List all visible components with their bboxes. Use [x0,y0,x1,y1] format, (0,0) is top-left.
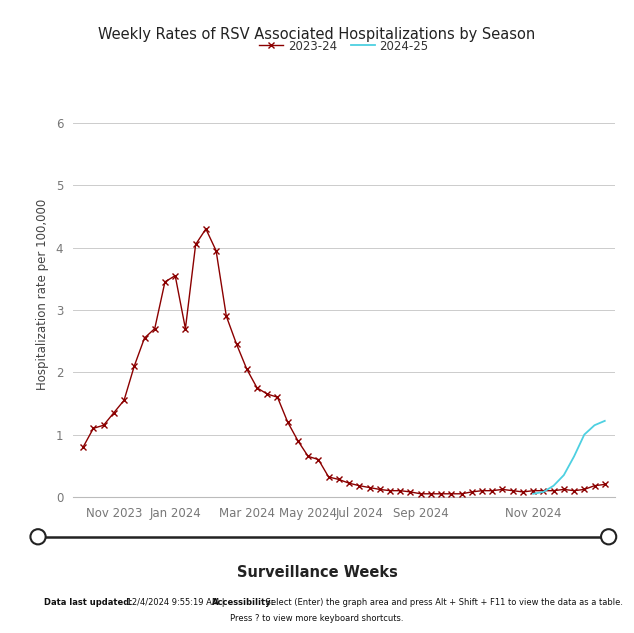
Y-axis label: Hospitalization rate per 100,000: Hospitalization rate per 100,000 [36,199,49,390]
Text: 12/4/2024 9:55:19 AM |: 12/4/2024 9:55:19 AM | [124,598,227,607]
Text: Weekly Rates of RSV Associated Hospitalizations by Season: Weekly Rates of RSV Associated Hospitali… [98,27,536,42]
Text: Accessibility:: Accessibility: [212,598,275,607]
Text: Surveillance Weeks: Surveillance Weeks [236,565,398,580]
Legend: 2023-24, 2024-25: 2023-24, 2024-25 [255,35,433,58]
Text: Data last updated:: Data last updated: [44,598,133,607]
Text: Select (Enter) the graph area and press Alt + Shift + F11 to view the data as a : Select (Enter) the graph area and press … [263,598,623,607]
Text: Press ? to view more keyboard shortcuts.: Press ? to view more keyboard shortcuts. [230,614,404,623]
